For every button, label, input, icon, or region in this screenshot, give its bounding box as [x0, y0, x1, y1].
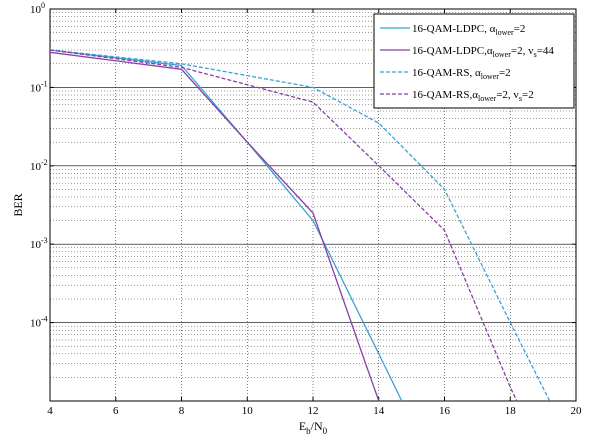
series-line-4	[49, 49, 518, 402]
x-tick-label: 20	[571, 405, 583, 417]
y-tick-label: 10-1	[30, 79, 48, 94]
x-tick-label: 18	[505, 405, 517, 417]
series	[49, 49, 551, 402]
legend-label: 16-QAM-LDPC, αlower=2	[412, 23, 525, 37]
series-line-3	[49, 49, 551, 402]
axis-labels: BER Eb/N0	[11, 193, 328, 436]
y-tick-label: 10-3	[30, 236, 48, 251]
legend-box	[373, 13, 575, 109]
legend-label: 16-QAM-RS, αlower=2	[412, 67, 511, 81]
axis-ticks: 4 6 8 10 12 14 16 18 20 100 10-1 10-2 10-3 10-4	[30, 1, 582, 417]
y-tick-label: 10-2	[30, 158, 48, 173]
y-tick-label: 10-4	[30, 315, 48, 330]
series-line-1	[49, 49, 403, 402]
x-tick-label: 10	[242, 405, 254, 417]
x-tick-label: 6	[113, 405, 119, 417]
x-tick-label: 12	[308, 405, 319, 417]
series-line-2	[49, 51, 380, 402]
x-axis-label: Eb/N0	[299, 419, 328, 436]
y-axis-label: BER	[11, 193, 25, 216]
x-tick-label: 16	[439, 405, 451, 417]
x-tick-label: 14	[373, 405, 385, 417]
x-tick-label: 4	[47, 405, 53, 417]
legend-label: 16-QAM-RS,αlower=2, vs=2	[412, 89, 534, 103]
x-tick-label: 8	[179, 405, 185, 417]
legend-label: 16-QAM-LDPC,αlower=2, vs=44	[412, 45, 554, 59]
legend: 16-QAM-LDPC, αlower=2 16-QAM-LDPC,αlower=…	[373, 13, 575, 109]
y-tick-label: 100	[30, 1, 45, 16]
